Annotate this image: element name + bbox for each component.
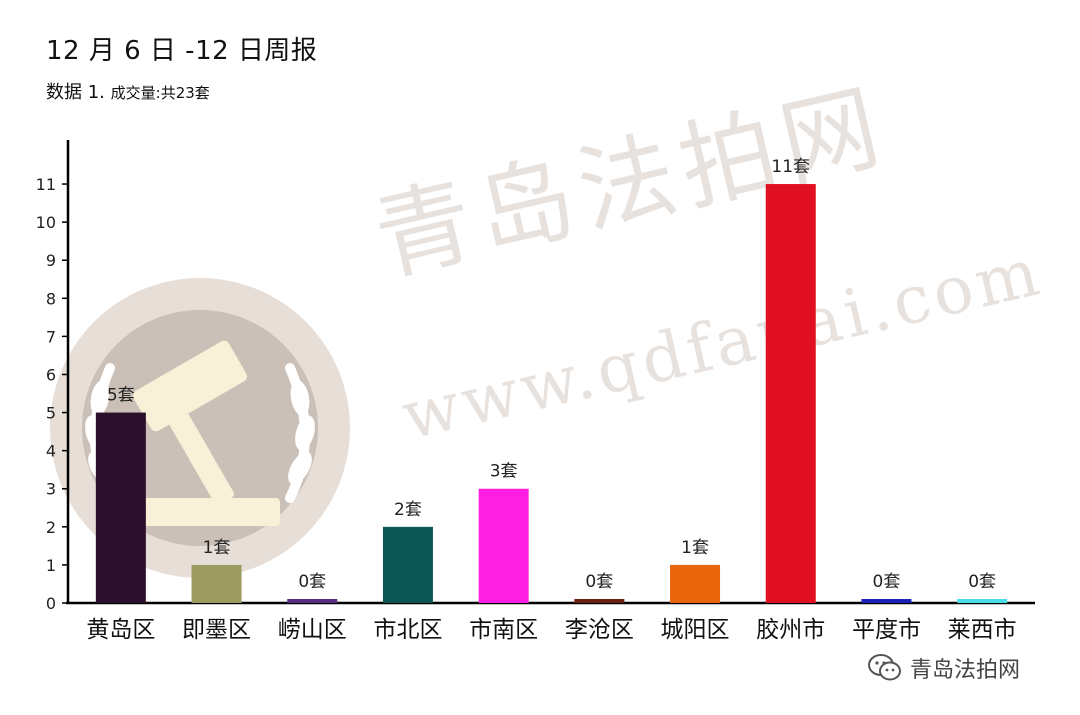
x-tick-label-2: 崂山区 bbox=[278, 617, 347, 643]
y-tick-label: 7 bbox=[46, 327, 56, 346]
x-tick-label-4: 市南区 bbox=[469, 617, 538, 643]
value-label-3: 2套 bbox=[394, 500, 422, 520]
y-tick-label: 5 bbox=[46, 404, 56, 423]
value-label-7: 11套 bbox=[771, 157, 810, 177]
bar-9 bbox=[957, 599, 1008, 603]
subtitle-main: 数据 1. bbox=[46, 82, 105, 103]
value-label-8: 0套 bbox=[873, 572, 901, 592]
x-tick-label-3: 市北区 bbox=[373, 617, 442, 643]
y-tick-label: 0 bbox=[46, 594, 56, 613]
x-tick-label-8: 平度市 bbox=[852, 617, 921, 643]
footer-brand-label: 青岛法拍网 bbox=[910, 658, 1021, 683]
y-tick-label: 4 bbox=[46, 442, 56, 461]
bar-3 bbox=[382, 526, 433, 603]
y-tick-label: 10 bbox=[36, 213, 56, 232]
bar-0 bbox=[95, 412, 146, 603]
bars bbox=[95, 184, 1008, 604]
bar-6 bbox=[670, 564, 721, 603]
x-tick-label-0: 黄岛区 bbox=[86, 617, 155, 643]
x-tick-label-7: 胶州市 bbox=[756, 617, 825, 643]
x-tick-label-6: 城阳区 bbox=[661, 617, 730, 643]
wechat-icon bbox=[868, 654, 901, 681]
page-title: 12 月 6 日 -12 日周报 bbox=[46, 36, 318, 66]
value-label-0: 5套 bbox=[107, 386, 135, 406]
x-tick-label-9: 莱西市 bbox=[948, 617, 1017, 643]
value-label-9: 0套 bbox=[968, 572, 996, 592]
value-label-4: 3套 bbox=[490, 462, 518, 482]
y-tick-label: 9 bbox=[46, 251, 56, 270]
y-tick-label: 3 bbox=[46, 480, 56, 499]
bar-2 bbox=[287, 599, 338, 603]
x-tick-label-5: 李沧区 bbox=[565, 617, 634, 643]
value-label-6: 1套 bbox=[681, 538, 709, 558]
subtitle-detail: 成交量:共23套 bbox=[110, 84, 210, 102]
bar-1 bbox=[191, 564, 242, 603]
footer-brand: 青岛法拍网 bbox=[868, 652, 1020, 684]
bar-4 bbox=[478, 488, 529, 603]
value-labels: 5套 1套 0套 2套 3套 0套 1套 11套 0套 0套 bbox=[107, 157, 996, 592]
subtitle: 数据 1. 成交量:共23套 bbox=[46, 78, 210, 104]
bar-8 bbox=[861, 599, 912, 603]
y-tick-label: 6 bbox=[46, 365, 56, 384]
y-tick-label: 2 bbox=[46, 518, 56, 537]
bar-7 bbox=[765, 184, 816, 604]
bar-5 bbox=[574, 599, 625, 603]
x-tick-labels: 黄岛区 即墨区 崂山区 市北区 市南区 李沧区 城阳区 胶州市 平度市 莱西市 bbox=[86, 617, 1016, 643]
y-tick-label: 11 bbox=[36, 175, 56, 194]
value-label-2: 0套 bbox=[298, 572, 326, 592]
y-axis: 0 1 2 3 4 5 6 7 8 9 10 11 bbox=[36, 140, 1035, 613]
value-label-1: 1套 bbox=[203, 538, 231, 558]
x-tick-label-1: 即墨区 bbox=[182, 617, 251, 643]
y-tick-label: 8 bbox=[46, 289, 56, 308]
value-label-5: 0套 bbox=[585, 572, 613, 592]
y-tick-label: 1 bbox=[46, 556, 56, 575]
